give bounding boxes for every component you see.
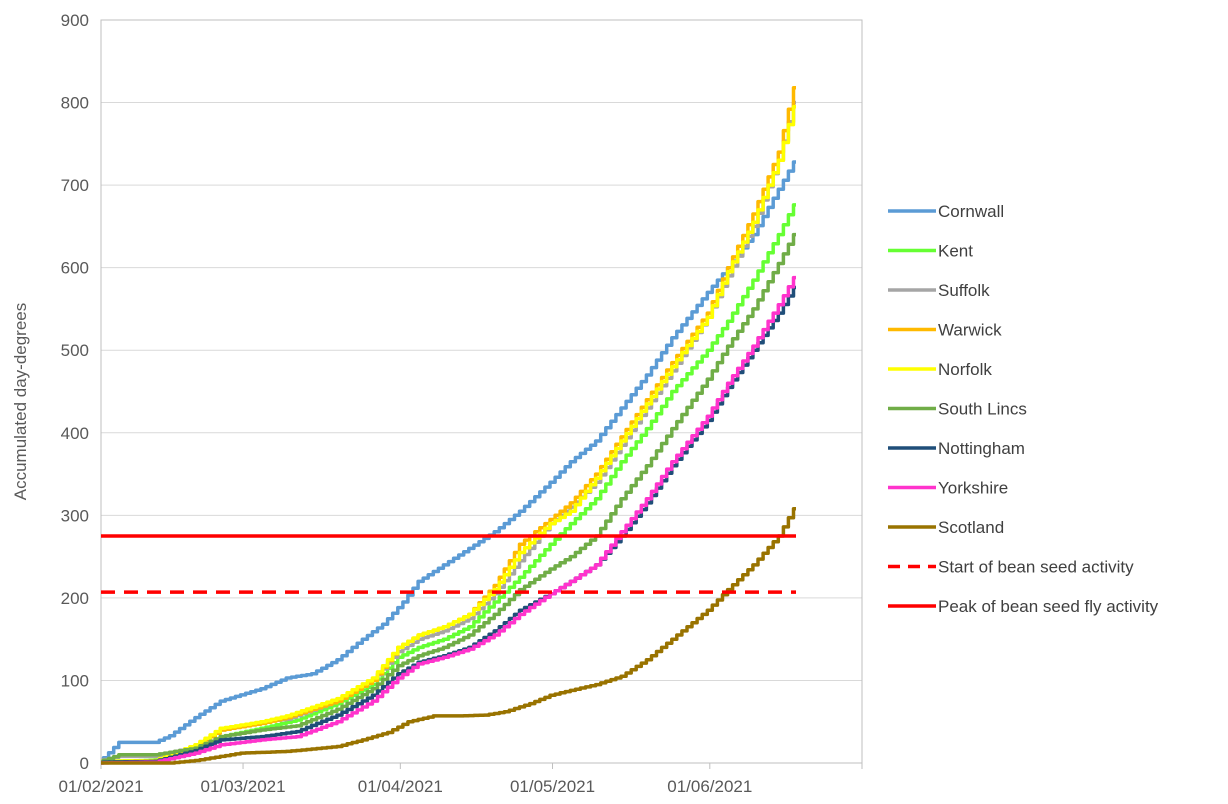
y-tick-label: 200 xyxy=(61,589,89,608)
series-line-kent xyxy=(101,203,796,764)
y-tick-label: 700 xyxy=(61,176,89,195)
y-tick-label: 0 xyxy=(80,754,89,773)
x-tick-label: 01/04/2021 xyxy=(358,777,443,796)
legend-label-norfolk: Norfolk xyxy=(938,360,992,379)
x-axis-ticks: 01/02/2021 01/03/2021 01/04/2021 01/05/2021… xyxy=(58,763,863,796)
series-lines xyxy=(101,85,796,765)
legend-label-scotland: Scotland xyxy=(938,518,1004,537)
y-axis-ticks: 0 100 200 300 400 500 600 700 800 900 xyxy=(61,11,89,773)
y-tick-label: 800 xyxy=(61,94,89,113)
y-tick-label: 400 xyxy=(61,424,89,443)
y-axis-title: Accumulated day-degrees xyxy=(11,303,30,501)
series-line-nottingham xyxy=(101,285,796,764)
y-tick-label: 600 xyxy=(61,259,89,278)
series-line-cornwall xyxy=(101,160,796,765)
legend: Cornwall Kent Suffolk Warwick Norfolk South L… xyxy=(888,202,1159,616)
legend-label-peak-of-bean-seed-fly-activity: Peak of bean seed fly activity xyxy=(938,597,1159,616)
legend-label-south-lincs: South Lincs xyxy=(938,400,1027,419)
legend-label-cornwall: Cornwall xyxy=(938,202,1004,221)
legend-label-nottingham: Nottingham xyxy=(938,439,1025,458)
series-line-south-lincs xyxy=(101,232,796,764)
x-tick-label: 01/05/2021 xyxy=(510,777,595,796)
x-tick-label: 01/06/2021 xyxy=(667,777,752,796)
series-line-warwick xyxy=(101,85,796,764)
series-line-norfolk xyxy=(101,104,796,764)
series-line-scotland xyxy=(101,506,796,765)
x-tick-label: 01/03/2021 xyxy=(201,777,286,796)
legend-label-yorkshire: Yorkshire xyxy=(938,479,1008,498)
legend-label-warwick: Warwick xyxy=(938,321,1002,340)
legend-label-suffolk: Suffolk xyxy=(938,281,990,300)
x-tick-label: 01/02/2021 xyxy=(58,777,143,796)
legend-label-kent: Kent xyxy=(938,242,973,261)
y-tick-label: 300 xyxy=(61,506,89,525)
series-line-suffolk xyxy=(101,100,796,763)
legend-label-start-of-bean-seed-activity: Start of bean seed activity xyxy=(938,558,1134,577)
gridlines xyxy=(101,102,862,681)
y-tick-label: 500 xyxy=(61,341,89,360)
plot-area xyxy=(100,19,863,764)
y-tick-label: 900 xyxy=(61,11,89,30)
y-tick-label: 100 xyxy=(61,671,89,690)
series-line-yorkshire xyxy=(101,275,796,765)
